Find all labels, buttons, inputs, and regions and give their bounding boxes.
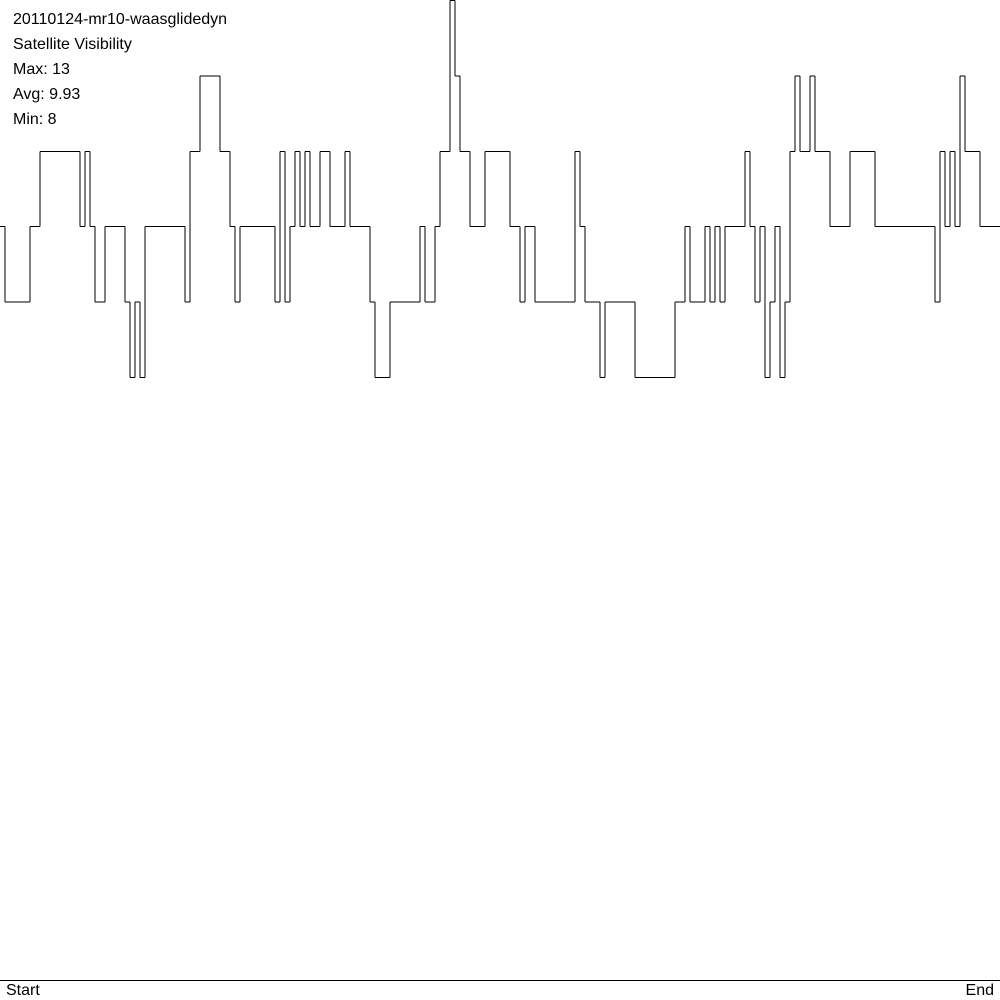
stat-label: Min: 8 <box>13 111 57 128</box>
x-end-label: End <box>966 982 994 999</box>
chart-subtitle: Satellite Visibility <box>13 36 132 53</box>
chart-title: 20110124-mr10-waasglidedyn <box>13 11 227 28</box>
x-start-label: Start <box>6 982 40 999</box>
stat-label: Avg: 9.93 <box>13 86 80 103</box>
stat-label: Max: 13 <box>13 61 70 78</box>
